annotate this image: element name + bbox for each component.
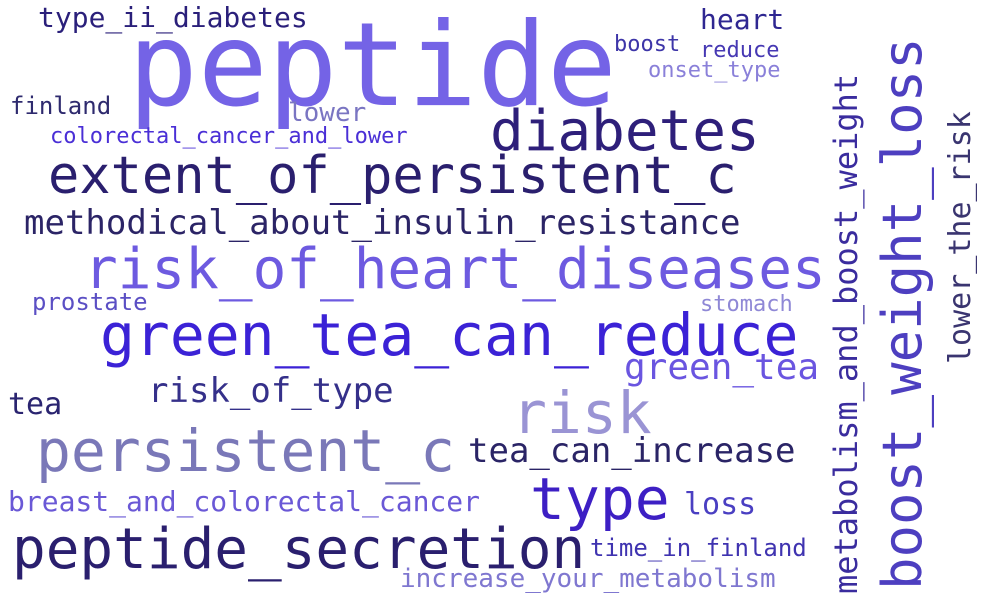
- word-loss: loss: [684, 487, 757, 522]
- word-metabolism-and-boost-weight: metabolism_and_boost_weight: [827, 73, 865, 594]
- word-lower: lower: [288, 98, 367, 128]
- word-onset-type: onset_type: [648, 58, 781, 83]
- word-extent-of-persistent-c: extent_of_persistent_c: [48, 146, 737, 206]
- word-reduce: reduce: [700, 38, 780, 63]
- word-increase-your-metabolism: increase_your_metabolism: [400, 564, 776, 594]
- word-stomach: stomach: [700, 292, 793, 317]
- word-type: type: [530, 465, 670, 533]
- word-type-ii-diabetes: type_ii_diabetes: [38, 1, 308, 34]
- word-green-tea: green_tea: [624, 347, 820, 388]
- word-persistent-c: persistent_c: [36, 417, 456, 485]
- word-risk: risk: [512, 379, 652, 447]
- word-colorectal-cancer-and-lower: colorectal_cancer_and_lower: [50, 124, 408, 149]
- word-risk-of-type: risk_of_type: [148, 371, 394, 411]
- word-tea: tea: [8, 387, 63, 422]
- word-tea-can-increase: tea_can_increase: [468, 431, 796, 471]
- word-peptide: peptide: [128, 0, 617, 133]
- word-time-in-finland: time_in_finland: [590, 534, 807, 562]
- word-lower-the-risk: lower_the_risk: [943, 111, 978, 364]
- word-peptide-secretion: peptide_secretion: [12, 517, 586, 582]
- word-green-tea-can-reduce: green_tea_can_reduce: [100, 301, 799, 369]
- word-breast-and-colorectal-cancer: breast_and_colorectal_cancer: [8, 485, 481, 518]
- word-boost: boost: [614, 32, 681, 57]
- word-heart: heart: [700, 3, 785, 36]
- word-methodical-about-insulin-resistance: methodical_about_insulin_resistance: [24, 203, 741, 243]
- word-prostate: prostate: [32, 288, 148, 316]
- word-diabetes: diabetes: [490, 99, 760, 164]
- word-risk-of-heart-diseases: risk_of_heart_diseases: [84, 237, 826, 302]
- word-finland: finland: [10, 92, 112, 120]
- word-boost-weight-loss: boost_weight_loss: [871, 37, 934, 590]
